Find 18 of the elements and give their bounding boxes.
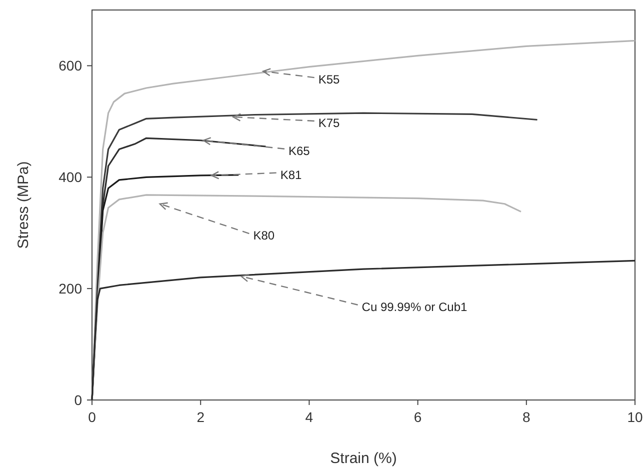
text: K81 <box>280 168 302 182</box>
y-tick-label: 0 <box>74 392 82 408</box>
series-label: K75 <box>318 116 340 130</box>
x-tick-label: 2 <box>196 409 205 425</box>
y-tick-label: 600 <box>58 58 82 74</box>
x-axis-title: Strain (%) <box>330 450 397 467</box>
x-tick-label: 0 <box>88 409 96 425</box>
x-tick-label: 8 <box>522 409 530 425</box>
y-tick-label: 200 <box>58 280 82 297</box>
text: Cu 99.99% or Cub1 <box>362 300 468 314</box>
x-tick-label: 6 <box>414 409 422 425</box>
series-label: K65 <box>288 144 310 158</box>
y-tick-label: 400 <box>58 169 82 186</box>
text: K80 <box>253 228 275 243</box>
x-tick-label: 10 <box>627 409 643 425</box>
series-label: K55 <box>318 72 340 87</box>
x-tick-label: 4 <box>305 409 314 425</box>
y-axis-title: Stress (MPa) <box>15 161 32 249</box>
